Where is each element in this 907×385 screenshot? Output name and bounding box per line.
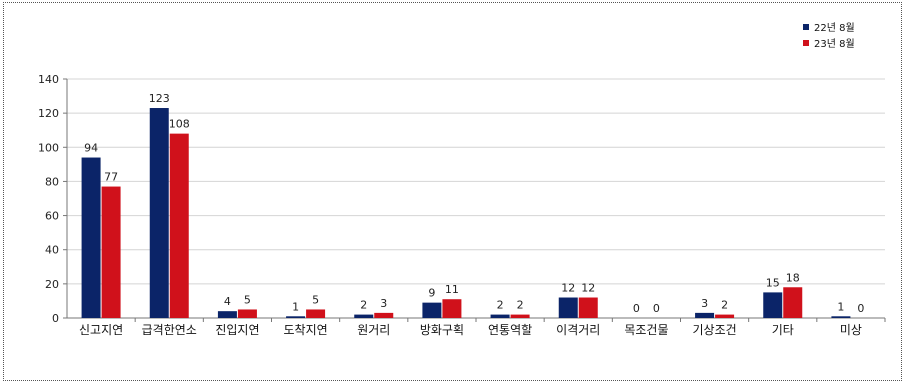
data-label: 4 bbox=[224, 295, 231, 308]
data-label: 2 bbox=[517, 299, 524, 312]
data-label: 0 bbox=[857, 302, 864, 315]
bar-series-2 bbox=[510, 314, 530, 318]
data-label: 0 bbox=[653, 302, 660, 315]
data-label: 9 bbox=[428, 287, 435, 300]
data-label: 123 bbox=[149, 92, 170, 105]
data-label: 1 bbox=[837, 300, 844, 313]
data-label: 94 bbox=[84, 142, 98, 155]
category-label: 방화구획 bbox=[420, 323, 464, 337]
bar-series-2 bbox=[374, 312, 394, 318]
bar-series-1 bbox=[558, 297, 578, 318]
legend-swatch bbox=[803, 24, 809, 30]
bar-series-1 bbox=[286, 316, 306, 318]
data-label: 2 bbox=[360, 299, 367, 312]
data-label: 12 bbox=[581, 282, 595, 295]
data-label: 5 bbox=[312, 293, 319, 306]
category-label: 연통역할 bbox=[488, 323, 532, 337]
bar-series-2 bbox=[169, 133, 189, 318]
y-tick-label: 100 bbox=[38, 141, 59, 154]
bar-series-1 bbox=[831, 316, 851, 318]
bar-series-1 bbox=[695, 312, 715, 318]
legend-label: 23년 8월 bbox=[814, 38, 855, 50]
y-tick-label: 120 bbox=[38, 107, 59, 120]
bar-series-1 bbox=[354, 314, 374, 318]
bar-series-1 bbox=[81, 157, 101, 318]
category-label: 목조건물 bbox=[624, 323, 668, 337]
data-label: 11 bbox=[445, 283, 459, 296]
data-label: 5 bbox=[244, 293, 251, 306]
y-tick-label: 80 bbox=[45, 175, 59, 188]
data-label: 2 bbox=[497, 299, 504, 312]
bar-series-2 bbox=[578, 297, 598, 318]
category-label: 신고지연 bbox=[79, 323, 123, 337]
bar-series-2 bbox=[442, 299, 462, 318]
bar-series-2 bbox=[237, 309, 257, 318]
data-label: 3 bbox=[380, 297, 387, 310]
category-label: 기상조건 bbox=[692, 323, 736, 337]
y-tick-label: 20 bbox=[45, 278, 59, 291]
y-tick-label: 40 bbox=[45, 244, 59, 257]
category-label: 미상 bbox=[840, 323, 862, 337]
data-label: 15 bbox=[766, 276, 780, 289]
category-label: 도착지연 bbox=[283, 323, 327, 337]
category-label: 이격거리 bbox=[556, 323, 600, 337]
y-tick-label: 140 bbox=[38, 73, 59, 86]
data-label: 3 bbox=[701, 297, 708, 310]
data-label: 18 bbox=[786, 271, 800, 284]
data-label: 2 bbox=[721, 299, 728, 312]
data-label: 77 bbox=[104, 171, 118, 184]
category-label: 기타 bbox=[772, 323, 794, 337]
category-label: 급격한연소 bbox=[142, 323, 197, 337]
category-label: 원거리 bbox=[357, 323, 390, 337]
bar-series-2 bbox=[715, 314, 735, 318]
bar-series-2 bbox=[101, 186, 121, 318]
data-label: 108 bbox=[169, 118, 190, 131]
category-label: 진입지연 bbox=[215, 323, 259, 337]
bar-series-2 bbox=[783, 287, 803, 318]
bar-series-2 bbox=[306, 309, 326, 318]
y-tick-label: 0 bbox=[52, 312, 59, 325]
bar-series-1 bbox=[217, 311, 237, 318]
legend-label: 22년 8월 bbox=[814, 22, 855, 34]
bar-series-1 bbox=[763, 292, 783, 318]
bar-series-1 bbox=[490, 314, 510, 318]
bar-series-1 bbox=[149, 108, 169, 319]
legend-swatch bbox=[803, 40, 809, 46]
data-label: 0 bbox=[633, 302, 640, 315]
bar-series-1 bbox=[422, 302, 442, 318]
data-label: 1 bbox=[292, 300, 299, 313]
y-tick-label: 60 bbox=[45, 210, 59, 223]
data-label: 12 bbox=[561, 282, 575, 295]
